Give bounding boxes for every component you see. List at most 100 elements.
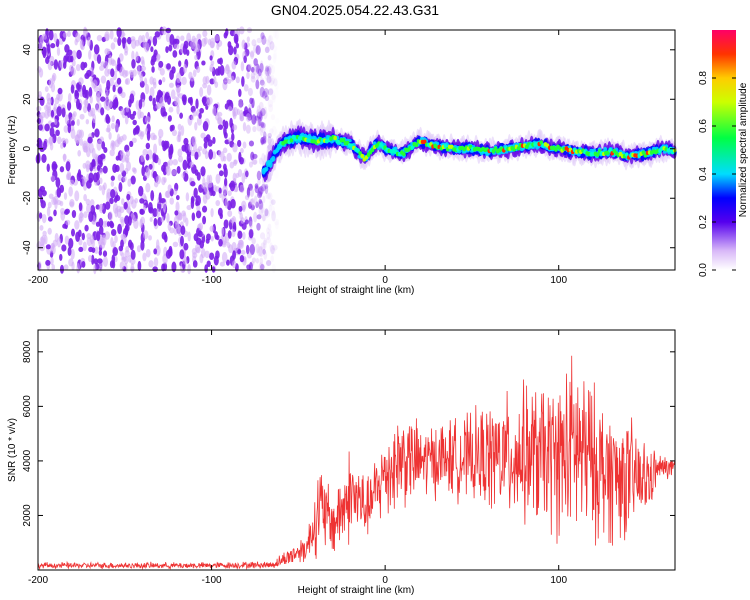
spectral-peak — [414, 142, 419, 148]
noise-speckle — [181, 144, 187, 152]
noise-speckle — [128, 69, 135, 76]
noise-speckle — [229, 161, 235, 169]
noise-speckle — [152, 152, 157, 163]
noise-speckle — [268, 67, 273, 75]
noise-speckle — [265, 192, 271, 200]
spectral-peak — [289, 138, 294, 143]
noise-speckle — [239, 115, 245, 122]
noise-speckle — [141, 165, 146, 177]
noise-speckle — [260, 136, 266, 145]
noise-speckle — [39, 111, 46, 119]
noise-speckle — [83, 145, 89, 153]
noise-speckle — [41, 153, 47, 163]
noise-speckle — [77, 229, 82, 238]
noise-speckle — [130, 249, 136, 260]
noise-speckle — [223, 177, 228, 187]
noise-speckle — [148, 260, 154, 268]
noise-speckle — [139, 72, 144, 83]
spectral-peak — [360, 153, 365, 159]
noise-speckle — [191, 212, 196, 222]
noise-speckle — [88, 172, 94, 183]
spectrogram-x-label: Height of straight line (km) — [298, 285, 415, 296]
noise-speckle — [214, 231, 219, 240]
noise-speckle — [249, 188, 254, 197]
noise-speckle — [146, 130, 151, 141]
noise-speckle — [208, 252, 215, 261]
noise-speckle — [232, 107, 236, 118]
snr-trace — [37, 355, 676, 571]
noise-speckle — [269, 41, 275, 51]
noise-speckle — [227, 106, 233, 112]
noise-speckle — [232, 172, 237, 183]
noise-speckle — [239, 184, 245, 194]
noise-speckle — [86, 232, 92, 240]
noise-speckle — [256, 105, 261, 114]
noise-speckle — [181, 210, 186, 217]
noise-speckle — [194, 243, 201, 253]
spectral-peak — [402, 151, 406, 157]
noise-speckle — [203, 136, 209, 143]
noise-speckle — [156, 208, 160, 219]
noise-speckle — [177, 123, 182, 131]
noise-speckle — [240, 147, 244, 154]
noise-speckle — [164, 93, 168, 103]
noise-speckle — [181, 94, 187, 103]
noise-speckle — [253, 58, 258, 66]
noise-speckle — [260, 123, 266, 134]
noise-speckle — [210, 235, 214, 242]
noise-speckle — [249, 51, 255, 58]
noise-speckle — [50, 257, 54, 266]
noise-speckle — [265, 67, 270, 77]
noise-speckle — [126, 36, 132, 45]
noise-speckle — [182, 159, 188, 171]
noise-speckle — [173, 43, 180, 50]
spectral-peak — [356, 148, 360, 153]
noise-speckle — [270, 255, 274, 263]
noise-speckle — [268, 104, 274, 113]
noise-speckle — [179, 249, 185, 260]
noise-speckle — [132, 110, 137, 116]
noise-speckle — [223, 219, 229, 229]
noise-speckle — [206, 260, 211, 268]
noise-speckle — [145, 166, 151, 177]
noise-speckle — [176, 104, 180, 115]
noise-speckle — [94, 128, 100, 138]
noise-speckle — [260, 122, 266, 129]
noise-speckle — [259, 79, 265, 86]
noise-speckle — [259, 60, 264, 72]
noise-speckle — [134, 126, 140, 135]
noise-speckle — [110, 228, 117, 236]
noise-speckle — [84, 97, 89, 109]
noise-speckle — [94, 246, 99, 254]
noise-speckle — [39, 185, 46, 192]
noise-speckle — [245, 170, 249, 178]
noise-speckle — [108, 132, 112, 140]
noise-speckle — [141, 59, 146, 68]
noise-speckle — [106, 221, 111, 227]
noise-speckle — [124, 78, 129, 85]
noise-speckle — [74, 90, 80, 100]
noise-speckle — [261, 35, 267, 46]
noise-speckle — [80, 61, 86, 71]
noise-speckle — [98, 217, 104, 228]
noise-speckle — [117, 57, 121, 68]
noise-speckle — [269, 87, 274, 95]
noise-speckle — [256, 123, 262, 132]
noise-speckle — [259, 127, 264, 136]
noise-speckle — [135, 51, 139, 62]
noise-speckle — [161, 26, 167, 35]
noise-speckle — [136, 245, 142, 253]
noise-speckle — [256, 170, 262, 181]
noise-speckle — [89, 199, 95, 207]
noise-speckle — [249, 198, 254, 205]
noise-speckle — [265, 259, 272, 267]
noise-speckle — [259, 62, 264, 73]
noise-speckle — [176, 86, 180, 98]
noise-speckle — [265, 65, 270, 72]
noise-speckle — [225, 63, 230, 72]
noise-speckle — [198, 112, 202, 119]
noise-speckle — [62, 153, 67, 163]
noise-speckle — [56, 237, 62, 248]
noise-speckle — [266, 65, 272, 77]
noise-speckle — [99, 177, 103, 185]
